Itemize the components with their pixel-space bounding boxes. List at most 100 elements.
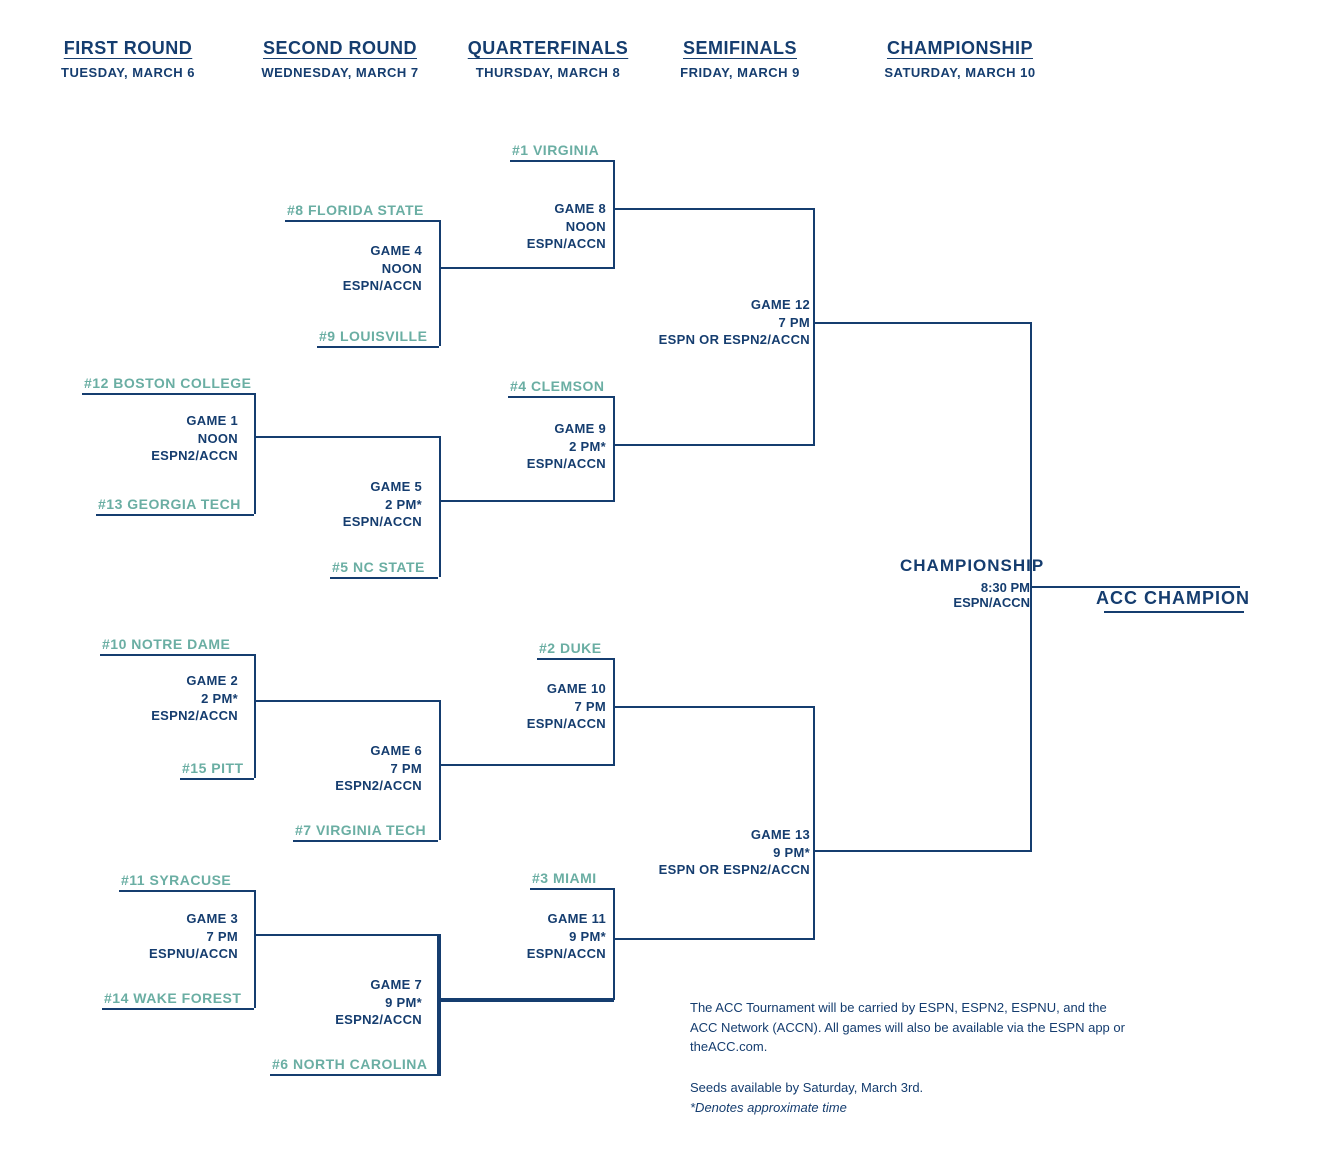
bracket-line bbox=[439, 764, 614, 766]
game-network: ESPN OR ESPN2/ACCN bbox=[640, 861, 810, 879]
game-time: NOON bbox=[322, 260, 422, 278]
bracket-line bbox=[439, 267, 614, 269]
round-title: SECOND ROUND bbox=[245, 38, 435, 59]
game-network: ESPN2/ACCN bbox=[322, 1011, 422, 1029]
game-time: 7 PM bbox=[138, 928, 238, 946]
game-number: GAME 10 bbox=[506, 680, 606, 698]
team-slot: #3 MIAMI bbox=[530, 870, 613, 890]
team-slot: #7 VIRGINIA TECH bbox=[293, 822, 438, 842]
game-number: GAME 11 bbox=[506, 910, 606, 928]
bracket-line bbox=[613, 208, 813, 210]
bracket-line bbox=[437, 998, 614, 1002]
game-info: GAME 67 PMESPN2/ACCN bbox=[322, 742, 422, 795]
round-date: SATURDAY, MARCH 10 bbox=[865, 65, 1055, 80]
game-time: 7 PM bbox=[640, 314, 810, 332]
game-time: NOON bbox=[506, 218, 606, 236]
game-number: GAME 1 bbox=[138, 412, 238, 430]
team-slot: #2 DUKE bbox=[537, 640, 613, 660]
championship-time: 8:30 PM bbox=[900, 580, 1030, 595]
bracket-line bbox=[439, 700, 441, 840]
round-date: TUESDAY, MARCH 6 bbox=[33, 65, 223, 80]
bracket-line bbox=[813, 850, 1030, 852]
footnote-seeds: Seeds available by Saturday, March 3rd. bbox=[690, 1078, 923, 1098]
game-info: GAME 52 PM*ESPN/ACCN bbox=[322, 478, 422, 531]
game-network: ESPN/ACCN bbox=[506, 235, 606, 253]
game-number: GAME 13 bbox=[640, 826, 810, 844]
round-title: QUARTERFINALS bbox=[453, 38, 643, 59]
team-slot: #12 BOSTON COLLEGE bbox=[82, 375, 254, 395]
round-date: WEDNESDAY, MARCH 7 bbox=[245, 65, 435, 80]
game-info: GAME 1NOONESPN2/ACCN bbox=[138, 412, 238, 465]
team-slot: #5 NC STATE bbox=[330, 559, 438, 579]
round-date: FRIDAY, MARCH 9 bbox=[645, 65, 835, 80]
bracket-line bbox=[813, 322, 1030, 324]
game-time: 2 PM* bbox=[138, 690, 238, 708]
game-number: GAME 12 bbox=[640, 296, 810, 314]
champion-label: ACC CHAMPION bbox=[1096, 588, 1250, 609]
bracket-line bbox=[613, 888, 615, 1000]
team-slot: #13 GEORGIA TECH bbox=[96, 496, 254, 516]
game-info: GAME 107 PMESPN/ACCN bbox=[506, 680, 606, 733]
championship-title: CHAMPIONSHIP bbox=[900, 556, 1030, 576]
game-network: ESPN/ACCN bbox=[322, 513, 422, 531]
game-number: GAME 5 bbox=[322, 478, 422, 496]
footnote-broadcast: The ACC Tournament will be carried by ES… bbox=[690, 998, 1130, 1057]
bracket-line bbox=[254, 934, 439, 936]
bracket-line bbox=[613, 160, 615, 269]
team-slot: #11 SYRACUSE bbox=[119, 872, 254, 892]
game-number: GAME 6 bbox=[322, 742, 422, 760]
game-network: ESPN/ACCN bbox=[506, 715, 606, 733]
team-slot: #1 VIRGINIA bbox=[510, 142, 613, 162]
game-info: GAME 37 PMESPNU/ACCN bbox=[138, 910, 238, 963]
bracket-line bbox=[254, 654, 256, 778]
bracket-line bbox=[613, 938, 813, 940]
bracket-line bbox=[439, 436, 441, 577]
game-number: GAME 3 bbox=[138, 910, 238, 928]
game-number: GAME 8 bbox=[506, 200, 606, 218]
game-time: NOON bbox=[138, 430, 238, 448]
round-header: QUARTERFINALSTHURSDAY, MARCH 8 bbox=[453, 38, 643, 80]
game-number: GAME 7 bbox=[322, 976, 422, 994]
round-header: FIRST ROUND TUESDAY, MARCH 6 bbox=[33, 38, 223, 80]
team-slot: #6 NORTH CAROLINA bbox=[270, 1056, 438, 1076]
bracket-line bbox=[613, 444, 813, 446]
bracket-line bbox=[1104, 611, 1244, 613]
team-slot: #9 LOUISVILLE bbox=[317, 328, 439, 348]
bracket-line bbox=[813, 208, 815, 446]
game-network: ESPN2/ACCN bbox=[322, 777, 422, 795]
bracket-line bbox=[437, 934, 441, 1076]
game-network: ESPN/ACCN bbox=[322, 277, 422, 295]
team-slot: #15 PITT bbox=[180, 760, 254, 780]
game-time: 7 PM bbox=[506, 698, 606, 716]
championship-info: CHAMPIONSHIP 8:30 PMESPN/ACCN bbox=[900, 556, 1030, 610]
round-header: SEMIFINALS FRIDAY, MARCH 9 bbox=[645, 38, 835, 80]
game-time: 9 PM* bbox=[640, 844, 810, 862]
team-slot: #14 WAKE FOREST bbox=[102, 990, 254, 1010]
round-title: FIRST ROUND bbox=[33, 38, 223, 59]
game-info: GAME 127 PMESPN OR ESPN2/ACCN bbox=[640, 296, 810, 349]
bracket-line bbox=[613, 706, 813, 708]
bracket-line bbox=[254, 700, 439, 702]
championship-network: ESPN/ACCN bbox=[900, 595, 1030, 610]
game-network: ESPN2/ACCN bbox=[138, 707, 238, 725]
game-info: GAME 8NOONESPN/ACCN bbox=[506, 200, 606, 253]
round-title: SEMIFINALS bbox=[645, 38, 835, 59]
game-network: ESPN2/ACCN bbox=[138, 447, 238, 465]
game-time: 9 PM* bbox=[506, 928, 606, 946]
game-time: 9 PM* bbox=[322, 994, 422, 1012]
game-info: GAME 92 PM*ESPN/ACCN bbox=[506, 420, 606, 473]
team-slot: #4 CLEMSON bbox=[508, 378, 613, 398]
round-title: CHAMPIONSHIP bbox=[865, 38, 1055, 59]
bracket-line bbox=[613, 658, 615, 766]
round-header: SECOND ROUND WEDNESDAY, MARCH 7 bbox=[245, 38, 435, 80]
game-time: 7 PM bbox=[322, 760, 422, 778]
game-time: 2 PM* bbox=[322, 496, 422, 514]
game-number: GAME 9 bbox=[506, 420, 606, 438]
game-network: ESPN OR ESPN2/ACCN bbox=[640, 331, 810, 349]
bracket-line bbox=[254, 890, 256, 1008]
game-info: GAME 4NOONESPN/ACCN bbox=[322, 242, 422, 295]
bracket-line bbox=[813, 706, 815, 940]
game-info: GAME 139 PM*ESPN OR ESPN2/ACCN bbox=[640, 826, 810, 879]
team-slot: #10 NOTRE DAME bbox=[100, 636, 254, 656]
game-info: GAME 119 PM*ESPN/ACCN bbox=[506, 910, 606, 963]
